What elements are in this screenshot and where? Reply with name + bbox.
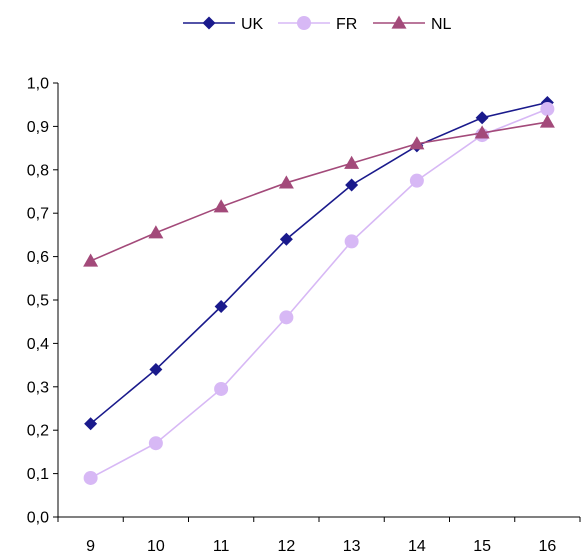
data-point-uk bbox=[214, 300, 228, 314]
y-tick-label: 0,7 bbox=[27, 206, 49, 223]
y-tick-label: 0,8 bbox=[27, 162, 49, 179]
series-line-uk bbox=[90, 101, 548, 425]
legend-label-nl: NL bbox=[431, 16, 452, 33]
y-tick-label: 0,2 bbox=[27, 423, 49, 440]
data-point-fr bbox=[148, 436, 163, 451]
data-point-fr bbox=[83, 470, 98, 485]
y-tick-label: 0,4 bbox=[27, 336, 49, 353]
data-point-fr bbox=[279, 310, 294, 325]
data-point-uk bbox=[345, 178, 359, 192]
x-tick-label: 10 bbox=[147, 538, 165, 555]
data-point-fr bbox=[344, 234, 359, 249]
series-line-fr bbox=[90, 108, 548, 479]
series-fr bbox=[83, 102, 555, 485]
data-point-nl bbox=[474, 125, 490, 139]
legend: UK FR NL bbox=[183, 15, 452, 33]
x-tick-label: 11 bbox=[213, 538, 230, 555]
data-point-uk bbox=[149, 362, 163, 376]
legend-marker-fr bbox=[297, 16, 311, 30]
data-point-nl bbox=[83, 253, 99, 267]
x-tick-label: 9 bbox=[86, 538, 95, 555]
y-tick-label: 0,5 bbox=[27, 293, 49, 310]
legend-item-uk: UK bbox=[183, 16, 264, 33]
data-point-uk bbox=[279, 232, 293, 246]
y-tick-label: 0,9 bbox=[27, 119, 49, 136]
x-tick-label: 13 bbox=[343, 538, 361, 555]
legend-item-fr: FR bbox=[278, 16, 357, 33]
series-uk bbox=[84, 96, 554, 431]
data-point-nl bbox=[213, 199, 229, 213]
data-point-fr bbox=[409, 173, 424, 188]
y-tick-label: 1,0 bbox=[27, 76, 49, 93]
y-tick-label: 0,0 bbox=[27, 510, 49, 527]
data-point-fr bbox=[214, 381, 229, 396]
series-nl bbox=[83, 114, 555, 267]
data-point-nl bbox=[344, 155, 360, 169]
data-point-uk bbox=[84, 417, 98, 431]
legend-item-nl: NL bbox=[373, 15, 452, 33]
legend-marker-uk bbox=[202, 16, 216, 30]
x-tick-label: 15 bbox=[473, 538, 491, 555]
legend-label-fr: FR bbox=[336, 16, 357, 33]
legend-marker-nl bbox=[391, 15, 407, 29]
data-point-uk bbox=[475, 111, 489, 125]
data-point-nl bbox=[539, 114, 555, 128]
series-line-nl bbox=[90, 121, 548, 262]
series-group bbox=[83, 96, 555, 485]
axes: 0,0 0,1 0,2 0,3 0,4 0,5 0,6 0,7 0,8 0,9 1,0 9 10 11 12… bbox=[27, 76, 581, 555]
y-tick-label: 0,3 bbox=[27, 379, 49, 396]
x-tick-label: 12 bbox=[277, 538, 295, 555]
y-tick-label: 0,1 bbox=[27, 466, 49, 483]
x-tick-label: 16 bbox=[538, 538, 556, 555]
data-point-nl bbox=[409, 136, 425, 150]
x-tick-label: 14 bbox=[408, 538, 426, 555]
data-point-nl bbox=[148, 225, 164, 239]
data-point-fr bbox=[540, 102, 555, 117]
data-point-nl bbox=[278, 175, 294, 189]
y-tick-label: 0,6 bbox=[27, 249, 49, 266]
legend-label-uk: UK bbox=[241, 16, 264, 33]
